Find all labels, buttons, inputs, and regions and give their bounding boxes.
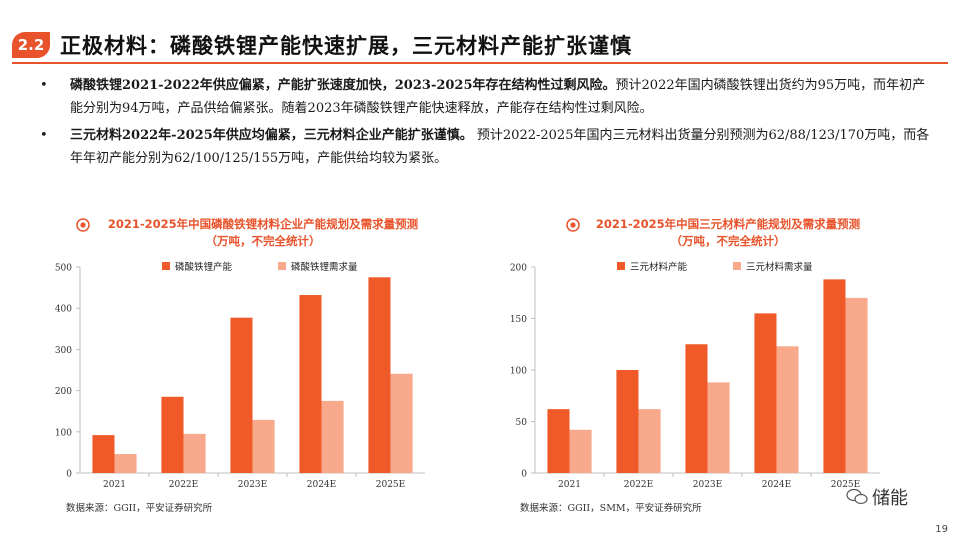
chart-1-subtitle: （万吨，不完全统计） xyxy=(205,234,321,248)
chart-2-x-tick-label: 2021 xyxy=(558,480,581,490)
chart-2-bar-demand-2021 xyxy=(569,429,592,473)
chart-2-subtitle: （万吨，不完全统计） xyxy=(670,234,786,248)
target-icon xyxy=(76,218,90,232)
bullet-item-ncm: • 三元材料2022年-2025年供应均偏紧，三元材料企业产能扩张谨慎。 预计2… xyxy=(40,124,930,170)
chart-2-y-tick-label: 150 xyxy=(510,315,527,325)
chart-2-ncm-capacity-demand: 0 50 100 150 200 2021 2022E 2023E 2024E 2025E 三元材料… xyxy=(510,261,880,490)
chart-2-title: 2021-2025年中国三元材料产能规划及需求量预测 xyxy=(595,217,861,231)
chart-1-bar-capacity-2021 xyxy=(92,435,115,473)
chart-1-y-tick-label: 500 xyxy=(55,264,72,274)
chart-2-y-tick-label: 50 xyxy=(516,418,528,428)
chart-1-bar-capacity-2025E xyxy=(368,277,391,473)
chart-2-title-block: 2021-2025年中国三元材料产能规划及需求量预测 （万吨，不完全统计） xyxy=(588,216,868,250)
chart-1-y-tick-label: 100 xyxy=(55,428,72,438)
chart-1-legend-label: 磷酸铁锂需求量 xyxy=(291,261,358,273)
chart-1-y-tick-label: 300 xyxy=(55,346,72,356)
chart-2-bar-capacity-2022E xyxy=(616,370,639,473)
chart-2-legend-label: 三元材料需求量 xyxy=(746,261,813,273)
chart-1-y-tick-label: 0 xyxy=(66,470,72,480)
chart-2-bar-capacity-2021 xyxy=(547,409,570,473)
bullet-ncm-bold: 三元材料2022年-2025年供应均偏紧，三元材料企业产能扩张谨慎。 xyxy=(70,128,473,143)
chart-1-x-tick-label: 2021 xyxy=(103,480,126,490)
section-number-badge: 2.2 xyxy=(12,32,50,58)
bullet-dot-icon: • xyxy=(40,78,48,93)
chart-1-x-tick-label: 2024E xyxy=(307,480,336,490)
chart-2-x-tick-label: 2022E xyxy=(624,480,653,490)
chart-2-legend-label: 三元材料产能 xyxy=(630,261,688,273)
target-icon xyxy=(566,218,580,232)
chart-1-bar-capacity-2022E xyxy=(161,396,184,473)
chart-1-bar-demand-2021 xyxy=(114,454,137,473)
bullet-lfp-text: 预计2022年国内磷酸铁锂出货约为95万吨，而年初产能分别为94万吨，产品供给偏… xyxy=(70,78,926,116)
wechat-icon xyxy=(846,488,868,505)
chart-1-y-tick-label: 400 xyxy=(55,305,72,315)
chart-1-legend-swatch xyxy=(278,262,286,270)
chart-2-legend-swatch xyxy=(733,262,741,270)
chart-1-bar-demand-2022E xyxy=(183,433,206,473)
chart-1-legend-swatch xyxy=(162,262,170,270)
bullet-lfp-bold: 磷酸铁锂2021-2022年供应偏紧，产能扩张速度加快，2023-2025年存在… xyxy=(70,78,616,93)
chart-1-lfp-capacity-demand: 0 100 200 300 400 500 2021 2022E 2023E 2024E 2025E… xyxy=(55,261,425,490)
chart-1-bar-demand-2025E xyxy=(390,373,413,473)
chart-2-bar-demand-2022E xyxy=(638,409,661,473)
chart-2-x-tick-label: 2024E xyxy=(762,480,791,490)
chart-2-x-tick-label: 2023E xyxy=(693,480,722,490)
chart-1-bar-capacity-2023E xyxy=(230,317,253,473)
chart-1-x-tick-label: 2022E xyxy=(169,480,198,490)
chart-2-bar-demand-2025E xyxy=(845,297,868,473)
bullet-ncm-text: 预计2022-2025年国内三元材料出货量分别预测为62/88/123/170万… xyxy=(70,128,930,166)
chart-2-y-tick-label: 200 xyxy=(510,264,527,274)
chart-2-bar-demand-2023E xyxy=(707,382,730,473)
bullet-item-lfp: • 磷酸铁锂2021-2022年供应偏紧，产能扩张速度加快，2023-2025年… xyxy=(40,74,930,120)
chart-2-y-tick-label: 0 xyxy=(521,470,527,480)
chart-1-source: 数据来源：GGII，平安证券研究所 xyxy=(66,503,213,514)
chart-1-y-tick-label: 200 xyxy=(55,387,72,397)
chart-1-title: 2021-2025年中国磷酸铁锂材料企业产能规划及需求量预测 xyxy=(107,217,419,231)
chart-2-bar-demand-2024E xyxy=(776,346,799,473)
title-divider xyxy=(12,62,948,64)
chart-1-title-block: 2021-2025年中国磷酸铁锂材料企业产能规划及需求量预测 （万吨，不完全统计… xyxy=(98,216,428,250)
brand-watermark: 储能 xyxy=(846,484,908,510)
bullet-dot-icon: • xyxy=(40,128,48,143)
chart-1-bar-demand-2024E xyxy=(321,400,344,473)
chart-1-bar-demand-2023E xyxy=(252,419,275,473)
chart-2-bar-capacity-2025E xyxy=(823,279,846,473)
chart-1-x-tick-label: 2025E xyxy=(376,480,405,490)
chart-1-x-tick-label: 2023E xyxy=(238,480,267,490)
chart-1-legend-label: 磷酸铁锂产能 xyxy=(175,261,233,273)
page-number: 19 xyxy=(935,524,948,535)
bullet-list: • 磷酸铁锂2021-2022年供应偏紧，产能扩张速度加快，2023-2025年… xyxy=(40,74,930,174)
page-title: 正极材料：磷酸铁锂产能快速扩展，三元材料产能扩张谨慎 xyxy=(60,34,632,58)
chart-2-y-tick-label: 100 xyxy=(510,367,527,377)
brand-name: 储能 xyxy=(872,488,908,509)
chart-2-bar-capacity-2024E xyxy=(754,313,777,473)
chart-1-bar-capacity-2024E xyxy=(299,295,322,473)
chart-2-x-tick-label: 2025E xyxy=(831,480,860,490)
chart-2-bar-capacity-2023E xyxy=(685,344,708,473)
chart-2-legend-swatch xyxy=(617,262,625,270)
chart-2-source: 数据来源：GGII，SMM，平安证券研究所 xyxy=(520,503,702,514)
